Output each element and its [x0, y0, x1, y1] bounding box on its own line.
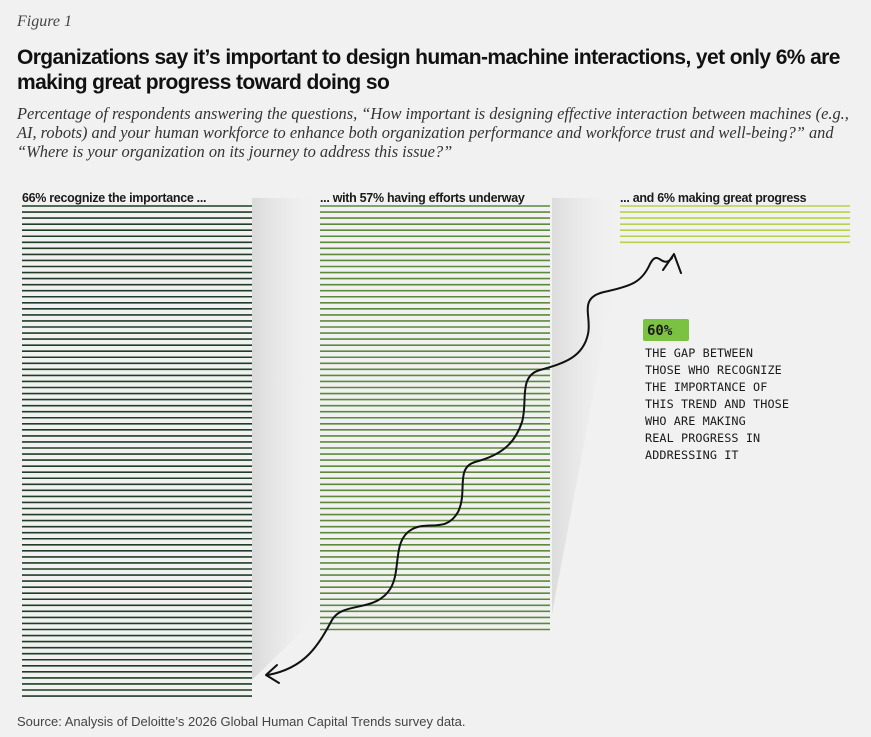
gap-note-line: THOSE WHO RECOGNIZE — [645, 363, 782, 377]
bar-column-3 — [620, 205, 850, 244]
arrowhead-bottom-icon — [265, 664, 280, 684]
arrowhead-top-icon — [662, 253, 682, 274]
squiggle-arrow — [267, 257, 673, 676]
bar-column-2 — [320, 205, 550, 631]
connector-shadow-2 — [552, 198, 620, 614]
gap-annotation: 60% THE GAP BETWEEN THOSE WHO RECOGNIZE … — [643, 319, 789, 462]
gap-note-line: WHO ARE MAKING — [645, 414, 746, 428]
column-labels: 66% recognize the importance ... ... with… — [22, 191, 807, 205]
gap-note-line: THE GAP BETWEEN — [645, 346, 753, 360]
source-note: Source: Analysis of Deloitte’s 2026 Glob… — [17, 714, 466, 729]
gap-note-line: ADDRESSING IT — [645, 448, 739, 462]
bars-group — [22, 205, 850, 697]
column-label-1: 66% recognize the importance ... — [22, 191, 206, 205]
figure-label: Figure 1 — [17, 13, 72, 30]
gap-note-line: THE IMPORTANCE OF — [645, 380, 767, 394]
chart-subtitle: Percentage of respondents answering the … — [17, 104, 849, 161]
connector-shadow-1 — [252, 198, 320, 680]
bar-column-1 — [22, 205, 252, 697]
chart-title: Organizations say it’s important to desi… — [17, 46, 840, 94]
column-label-2: ... with 57% having efforts underway — [320, 191, 525, 205]
connector-shadows — [252, 198, 620, 680]
gap-badge-background — [643, 319, 689, 341]
stacked-line-chart: 66% recognize the importance ... ... with… — [22, 191, 850, 697]
gap-badge-value: 60% — [647, 323, 673, 339]
column-label-3: ... and 6% making great progress — [620, 191, 807, 205]
gap-note-line: REAL PROGRESS IN — [645, 431, 760, 445]
gap-note-line: THIS TREND AND THOSE — [645, 397, 789, 411]
